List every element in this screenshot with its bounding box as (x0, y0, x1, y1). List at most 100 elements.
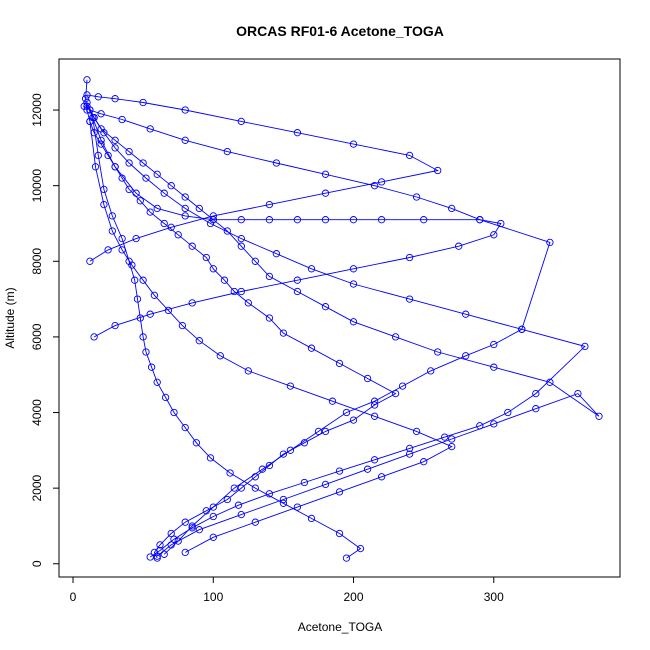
data-point (131, 276, 139, 284)
data-point (300, 478, 309, 487)
data-point (111, 144, 119, 152)
data-point (80, 102, 88, 110)
data-point (476, 216, 484, 224)
data-point (342, 408, 351, 417)
y-axis-label: Altitude (m) (3, 287, 17, 348)
data-point (167, 182, 175, 190)
data-point (150, 291, 159, 299)
y-tick-label: 2000 (30, 474, 44, 501)
data-point (133, 295, 142, 303)
data-point (132, 189, 140, 197)
data-point (286, 382, 295, 390)
y-tick-label: 6000 (30, 323, 44, 350)
data-point (125, 147, 133, 156)
data-point (226, 469, 234, 477)
data-point (94, 151, 102, 160)
data-point (192, 439, 201, 447)
data-point (181, 212, 189, 220)
series-line (86, 102, 586, 558)
data-point (160, 189, 168, 197)
data-point (448, 204, 456, 213)
data-point (286, 446, 295, 454)
data-point (532, 405, 540, 413)
y-tick-label: 4000 (30, 399, 44, 426)
data-point (377, 473, 386, 481)
data-point (153, 552, 161, 560)
data-point (272, 250, 281, 258)
data-point (391, 333, 400, 341)
data-point (265, 272, 274, 281)
data-point (293, 129, 302, 137)
data-point (293, 287, 302, 296)
data-point (195, 526, 203, 534)
data-point (293, 276, 302, 284)
data-point (206, 454, 215, 462)
data-point (349, 416, 358, 424)
data-point (448, 442, 456, 451)
data-point (370, 401, 379, 409)
data-point (174, 231, 182, 239)
data-point (265, 314, 274, 322)
data-point (209, 533, 217, 541)
data-point (230, 287, 238, 296)
data-point (272, 159, 281, 167)
data-point (188, 242, 196, 250)
data-point (328, 397, 337, 405)
data-point (335, 467, 344, 475)
data-point (237, 484, 245, 492)
series-layer (80, 76, 603, 562)
data-point (146, 125, 154, 133)
data-point (167, 223, 175, 231)
data-point (237, 216, 245, 224)
data-point (136, 197, 144, 205)
data-point (237, 242, 245, 250)
x-axis: 0 100 200 300 (70, 577, 504, 604)
data-point (223, 495, 231, 504)
data-point (139, 159, 147, 167)
data-point (167, 529, 175, 538)
data-point (349, 318, 358, 326)
data-point (279, 450, 288, 458)
data-point (234, 501, 243, 509)
data-point (370, 412, 379, 420)
data-point (490, 420, 498, 428)
data-point (335, 529, 344, 538)
data-point (398, 382, 407, 390)
x-tick-label: 100 (203, 590, 223, 604)
data-point (335, 488, 344, 496)
data-point (237, 234, 245, 243)
data-point (307, 265, 316, 273)
data-point (546, 378, 554, 386)
data-point (412, 427, 421, 436)
data-point (104, 246, 112, 254)
data-point (490, 231, 498, 239)
data-point (139, 276, 147, 284)
data-point (181, 106, 189, 114)
data-point (195, 337, 203, 345)
data-point (188, 299, 196, 307)
data-point (153, 378, 161, 386)
data-point (146, 208, 154, 216)
data-point (349, 265, 358, 273)
data-point (490, 363, 498, 371)
data-point (178, 321, 187, 330)
data-point (83, 91, 91, 99)
data-point (546, 238, 554, 247)
data-point (100, 200, 108, 209)
data-point (244, 367, 252, 375)
data-point (97, 110, 105, 118)
data-point (153, 554, 161, 562)
series-line (86, 106, 600, 557)
data-point (237, 117, 245, 126)
data-point (94, 93, 102, 101)
data-point (223, 227, 231, 235)
data-point (209, 512, 217, 521)
data-point (405, 444, 414, 453)
data-point (86, 117, 94, 126)
data-point (206, 219, 215, 228)
data-point (363, 465, 372, 473)
x-tick-label: 300 (484, 590, 504, 604)
data-point (142, 174, 150, 182)
data-point (314, 427, 323, 436)
data-point (349, 216, 358, 224)
